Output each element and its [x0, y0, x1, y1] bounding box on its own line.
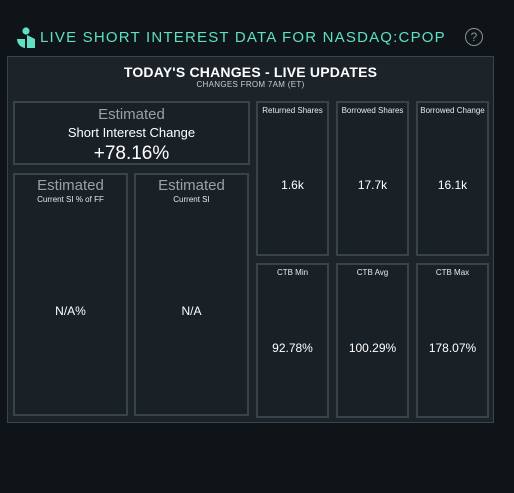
- ctb-max-card: CTB Max 178.07%: [416, 263, 489, 418]
- borrowed-shares-value: 17.7k: [357, 178, 388, 192]
- ctb-avg-card: CTB Avg 100.29%: [336, 263, 409, 418]
- current-si-value: N/A: [181, 304, 202, 318]
- current-si-card: Estimated Current SI N/A: [134, 173, 249, 416]
- ctb-min-card: CTB Min 92.78%: [256, 263, 329, 418]
- short-interest-change-value: +78.16%: [93, 143, 170, 164]
- help-icon[interactable]: ?: [465, 28, 483, 46]
- logo-icon: [16, 27, 35, 48]
- short-interest-change-label: Short Interest Change: [67, 125, 196, 140]
- current-si-pct-ff-card: Estimated Current SI % of FF N/A%: [13, 173, 128, 416]
- page-title: LIVE SHORT INTEREST DATA FOR NASDAQ:CPOP: [40, 29, 446, 46]
- ctb-max-value: 178.07%: [428, 341, 477, 355]
- returned-shares-value: 1.6k: [281, 178, 304, 192]
- page-header: LIVE SHORT INTEREST DATA FOR NASDAQ:CPOP…: [14, 26, 502, 52]
- returned-shares-card: Returned Shares 1.6k: [256, 101, 329, 256]
- live-updates-panel: TODAY'S CHANGES - LIVE UPDATES CHANGES F…: [7, 56, 494, 423]
- ctb-avg-value: 100.29%: [348, 341, 397, 355]
- returned-shares-label: Returned Shares: [262, 106, 323, 115]
- estimated-label: Estimated: [37, 177, 104, 194]
- panel-title: TODAY'S CHANGES - LIVE UPDATES: [123, 64, 378, 80]
- estimated-label: Estimated: [158, 177, 225, 194]
- borrowed-shares-card: Borrowed Shares 17.7k: [336, 101, 409, 256]
- borrowed-shares-label: Borrowed Shares: [341, 106, 404, 115]
- panel-subtitle: CHANGES FROM 7AM (ET): [196, 80, 305, 89]
- ctb-min-value: 92.78%: [272, 341, 313, 355]
- current-si-label: Current SI: [173, 195, 210, 204]
- borrowed-change-value: 16.1k: [437, 178, 468, 192]
- estimated-label: Estimated: [98, 106, 165, 123]
- ctb-max-label: CTB Max: [435, 268, 470, 277]
- current-si-pct-ff-label: Current SI % of FF: [37, 195, 104, 204]
- current-si-pct-ff-value: N/A%: [55, 304, 86, 318]
- short-interest-change-card: Estimated Short Interest Change +78.16%: [13, 101, 250, 165]
- borrowed-change-label: Borrowed Change: [420, 106, 485, 115]
- ctb-min-label: CTB Min: [276, 268, 309, 277]
- borrowed-change-card: Borrowed Change 16.1k: [416, 101, 489, 256]
- ctb-avg-label: CTB Avg: [356, 268, 389, 277]
